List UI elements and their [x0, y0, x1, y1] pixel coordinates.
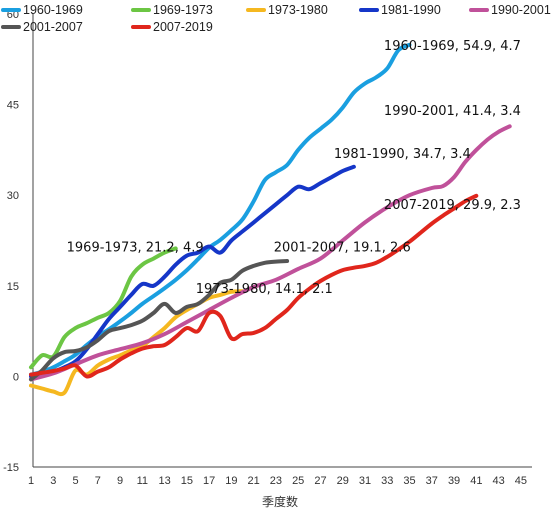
x-tick-label: 1 — [28, 475, 34, 487]
x-tick-label: 7 — [95, 475, 101, 487]
x-tick-label: 43 — [492, 475, 504, 487]
legend-label: 1969-1973 — [153, 3, 213, 17]
legend-label: 2001-2007 — [23, 20, 83, 34]
legend-label: 1981-1990 — [381, 3, 441, 17]
data-annotation: 1973-1980, 14.1, 2.1 — [196, 282, 333, 297]
legend-label: 2007-2019 — [153, 20, 213, 34]
y-tick-label: 0 — [13, 371, 19, 383]
data-annotation: 1981-1990, 34.7, 3.4 — [334, 147, 471, 162]
series-line-2001-2007 — [29, 259, 290, 382]
data-annotation: 1990-2001, 41.4, 3.4 — [384, 104, 521, 119]
x-tick-label: 31 — [359, 475, 371, 487]
x-tick-label: 29 — [337, 475, 349, 487]
y-tick-label: 15 — [7, 281, 19, 293]
x-tick-label: 33 — [381, 475, 393, 487]
series-line-2007-2019 — [29, 193, 479, 379]
series-line-1981-1990 — [29, 164, 356, 379]
series-line-1960-1969 — [29, 42, 412, 377]
x-tick-label: 5 — [72, 475, 78, 487]
x-tick-label: 27 — [314, 475, 326, 487]
x-tick-label: 17 — [203, 475, 215, 487]
x-tick-label: 45 — [515, 475, 527, 487]
x-tick-label: 39 — [448, 475, 460, 487]
y-tick-label: 45 — [7, 100, 19, 112]
x-tick-label: 13 — [158, 475, 170, 487]
data-annotation: 2001-2007, 19.1, 2.6 — [274, 240, 411, 255]
x-tick-label: 9 — [117, 475, 123, 487]
x-tick-label: 19 — [225, 475, 237, 487]
y-tick-label: -15 — [3, 462, 19, 474]
x-tick-label: 23 — [270, 475, 282, 487]
series-line-1969-1973 — [29, 246, 178, 370]
legend-label: 1990-2001 — [491, 3, 551, 17]
x-tick-label: 25 — [292, 475, 304, 487]
legend-label: 1973-1980 — [268, 3, 328, 17]
x-tick-label: 11 — [137, 475, 148, 487]
data-annotation: 1960-1969, 54.9, 4.7 — [384, 39, 521, 54]
x-axis-label: 季度数 — [262, 494, 298, 509]
legend-label: 1960-1969 — [23, 3, 83, 17]
y-tick-label: 30 — [7, 190, 19, 202]
x-tick-label: 15 — [181, 475, 193, 487]
x-tick-label: 21 — [248, 475, 260, 487]
series-line-1990-2001 — [29, 124, 512, 382]
x-tick-label: 37 — [426, 475, 438, 487]
x-tick-label: 35 — [403, 475, 415, 487]
data-annotation: 2007-2019, 29.9, 2.3 — [384, 198, 521, 213]
x-tick-label: 41 — [470, 475, 482, 487]
x-tick-label: 3 — [50, 475, 56, 487]
data-annotation: 1969-1973, 21.2, 4.9 — [67, 240, 204, 255]
